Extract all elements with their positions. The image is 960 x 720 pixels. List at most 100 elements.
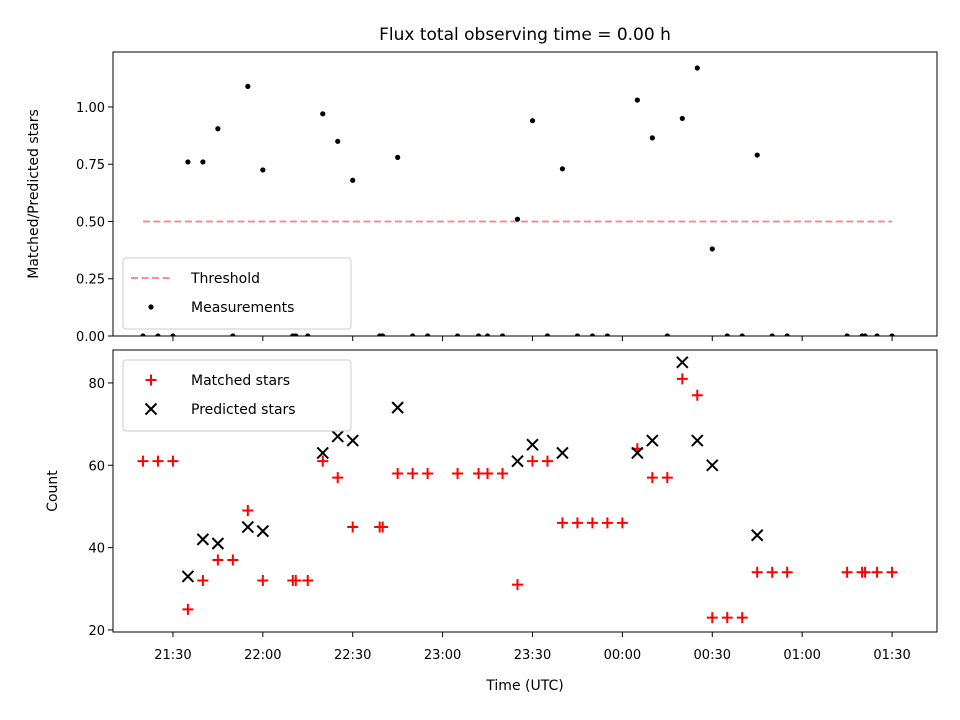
predicted-star-point [631,446,644,460]
measurement-point [320,111,326,117]
predicted-star-point [706,459,719,472]
matched-star-point [526,455,538,467]
predicted-star-point [331,430,344,443]
matched-star-point [556,517,568,529]
legend-label: Predicted stars [191,402,296,418]
measurement-point [844,333,850,336]
matched-star-point [392,468,404,480]
predicted-star-point [181,570,195,583]
matched-star-point [871,566,883,578]
matched-star-point [332,472,344,484]
legend-label: Matched stars [191,373,290,389]
matched-star-point [197,575,209,587]
x-axis-label: Time (UTC) [485,678,563,694]
measurement-point [245,83,251,89]
y-tick-label: 60 [88,459,105,474]
matched-star-point [721,612,733,624]
predicted-star-point [196,533,210,546]
matched-star-point [616,517,628,529]
predicted-star-point [691,434,704,447]
predicted-star-point [211,537,225,550]
measurement-point [679,115,685,122]
matched-star-point [736,612,748,624]
x-tick-label: 00:30 [694,648,731,663]
predicted-star-point [316,446,329,460]
measurement-point [754,152,760,158]
matched-star-point [377,521,389,533]
predicted-star-point [676,356,689,369]
measurement-point [185,159,191,165]
measurement-point [514,216,521,222]
measurement-point [293,333,299,336]
matched-star-point [452,468,464,480]
measurement-point [694,65,700,71]
matched-star-point [167,455,179,467]
matched-star-point [182,603,194,615]
measurement-point [140,333,146,336]
legend-measurement-swatch [148,304,154,310]
measurement-point [260,167,266,173]
y-axis-label: Matched/Predicted stars [26,109,42,279]
measurement-point [769,333,775,336]
predicted-star-point [751,529,764,542]
matched-star-point [646,472,658,484]
y-tick-label: 20 [88,624,105,639]
legend-label: Measurements [191,300,294,316]
matched-star-point [841,566,853,578]
matched-star-point [257,575,269,587]
measurement-point [170,333,176,336]
matched-star-point [676,373,688,385]
predicted-star-point [391,401,404,414]
matched-star-point [290,575,302,587]
y-tick-label: 0.25 [76,273,105,288]
matched-star-point [227,554,239,566]
measurement-point [484,333,491,336]
measurement-point [529,118,536,124]
matched-star-point [586,517,598,529]
legend-predicted-swatch [144,402,158,416]
chart-title: Flux total observing time = 0.00 h [379,25,671,45]
measurement-point [230,333,236,336]
matched-star-point [497,468,509,480]
y-tick-label: 40 [88,542,105,557]
plot-area [140,65,895,336]
matched-star-point [766,566,778,578]
measurement-point [862,333,868,336]
matched-star-point [571,517,583,529]
matched-star-point [661,472,673,484]
predicted-star-point [346,434,359,447]
matched-star-point [302,575,314,587]
measurement-point [589,333,596,336]
matched-star-point [152,455,164,467]
y-tick-label: 0.00 [76,330,105,345]
matched-star-point [317,455,329,467]
measurement-point [200,159,206,165]
measurement-point [649,135,655,141]
measurement-point [784,333,790,336]
y-axis-label: Count [45,470,61,512]
y-tick-label: 1.00 [76,101,105,116]
measurement-point [559,166,566,172]
measurement-point [350,177,356,183]
measurement-point [380,333,386,336]
bottom-plot: 20 40 60 80 21:30 22:00 22:30 23:00 23:30 00:00 00… [45,349,938,663]
measurement-point [874,333,880,336]
measurement-point [215,126,221,132]
y-tick-label: 80 [88,377,105,392]
measurement-point [604,333,610,336]
matched-star-point [886,566,898,578]
matched-star-point [422,468,434,480]
measurement-point [574,333,581,336]
matched-star-point [601,517,613,529]
top-plot: 0.00 0.25 0.50 0.75 1.00 Matched/Predicted st… [26,51,938,345]
measurement-point [739,333,745,336]
measurement-point [724,333,730,336]
matched-star-point [137,455,149,467]
legend-matched-swatch [145,374,157,386]
matched-star-point [751,566,763,578]
x-tick-label: 22:00 [244,648,281,663]
matched-star-point [347,521,359,533]
matched-star-point [482,468,494,480]
matched-star-point [242,505,254,517]
